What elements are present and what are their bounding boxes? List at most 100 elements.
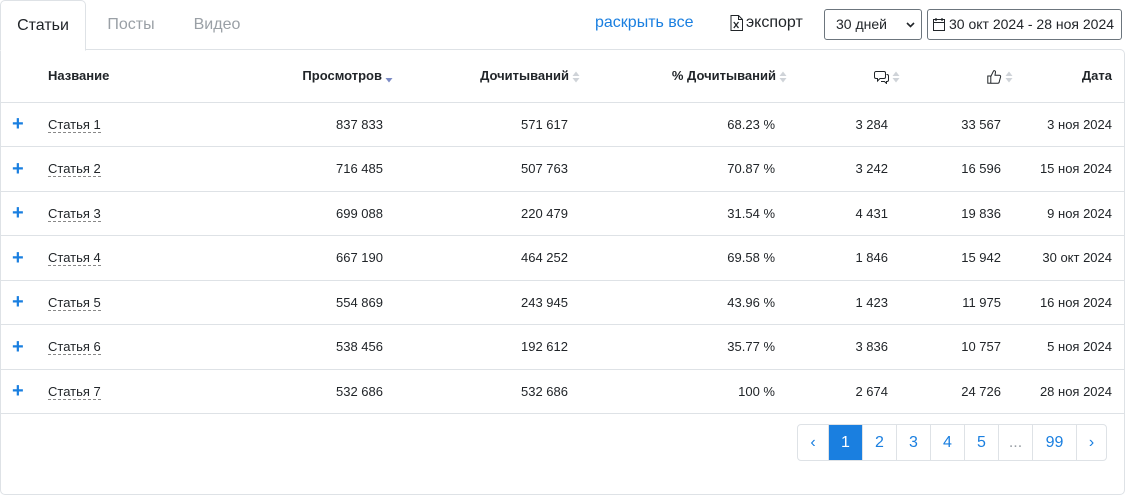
column-header-date[interactable]: Дата <box>1013 50 1124 103</box>
cell-comments: 1 846 <box>787 235 900 281</box>
expand-all-link[interactable]: раскрыть все <box>595 14 694 31</box>
sort-icon <box>892 71 900 83</box>
export-button[interactable]: экспорт <box>730 14 803 32</box>
cell-likes: 16 596 <box>900 146 1013 192</box>
column-header-reads[interactable]: Дочитываний <box>393 50 580 103</box>
column-header-views[interactable]: Просмотров <box>208 50 393 103</box>
article-title-link[interactable]: Статья 6 <box>48 339 101 356</box>
cell-likes: 33 567 <box>900 102 1013 147</box>
cell-likes: 19 836 <box>900 191 1013 236</box>
cell-read-pct: 35.77 % <box>580 324 787 370</box>
cell-date: 30 окт 2024 <box>1013 235 1124 281</box>
cell-reads: 192 612 <box>393 324 580 370</box>
cell-reads: 571 617 <box>393 102 580 147</box>
pagination-page[interactable]: 99 <box>1032 425 1076 460</box>
table-header-row: Название Просмотров Дочитываний % Дочиты… <box>1 50 1124 103</box>
articles-panel: Название Просмотров Дочитываний % Дочиты… <box>0 49 1125 495</box>
cell-likes: 11 975 <box>900 280 1013 325</box>
pagination: ‹ 1 2 3 4 5 ... 99 › <box>797 424 1107 461</box>
cell-date: 28 ноя 2024 <box>1013 369 1124 414</box>
expand-row-icon[interactable]: + <box>12 335 24 358</box>
pagination-ellipsis: ... <box>998 425 1032 460</box>
expand-row-icon[interactable]: + <box>12 380 24 403</box>
pagination-page[interactable]: 5 <box>964 425 998 460</box>
comments-icon <box>874 70 889 84</box>
cell-comments: 4 431 <box>787 191 900 236</box>
cell-reads: 220 479 <box>393 191 580 236</box>
chevron-down-icon <box>906 22 915 28</box>
cell-read-pct: 43.96 % <box>580 280 787 325</box>
pagination-page[interactable]: 2 <box>862 425 896 460</box>
thumbs-up-icon <box>987 69 1002 84</box>
table-body: + Статья 1 837 833 571 617 68.23 % 3 284 33 56… <box>1 102 1124 414</box>
cell-comments: 1 423 <box>787 280 900 325</box>
expand-row-icon[interactable]: + <box>12 291 24 314</box>
cell-reads: 464 252 <box>393 235 580 281</box>
pagination-prev[interactable]: ‹ <box>810 434 816 451</box>
cell-views: 716 485 <box>208 146 393 192</box>
table-row: + Статья 4 667 190 464 252 69.58 % 1 846 15 94… <box>1 235 1124 281</box>
tab-posts[interactable]: Посты <box>107 16 155 33</box>
articles-table: Название Просмотров Дочитываний % Дочиты… <box>1 50 1124 414</box>
expand-row-icon[interactable]: + <box>12 246 24 269</box>
cell-read-pct: 69.58 % <box>580 235 787 281</box>
tab-video[interactable]: Видео <box>193 16 241 33</box>
cell-views: 667 190 <box>208 235 393 281</box>
cell-read-pct: 68.23 % <box>580 102 787 147</box>
expand-column-header <box>1 50 48 103</box>
cell-views: 837 833 <box>208 102 393 147</box>
cell-reads: 507 763 <box>393 146 580 192</box>
column-header-read-pct[interactable]: % Дочитываний <box>580 50 787 103</box>
sort-icon <box>572 71 580 83</box>
article-title-link[interactable]: Статья 5 <box>48 294 101 311</box>
table-row: + Статья 3 699 088 220 479 31.54 % 4 431 19 83… <box>1 191 1124 236</box>
article-title-link[interactable]: Статья 2 <box>48 161 101 178</box>
cell-read-pct: 31.54 % <box>580 191 787 236</box>
cell-date: 3 ноя 2024 <box>1013 102 1124 147</box>
cell-date: 16 ноя 2024 <box>1013 280 1124 325</box>
cell-comments: 3 836 <box>787 324 900 370</box>
pagination-page[interactable]: 1 <box>828 425 862 460</box>
column-header-name[interactable]: Название <box>48 50 208 103</box>
cell-likes: 10 757 <box>900 324 1013 370</box>
column-header-likes[interactable] <box>900 50 1013 103</box>
cell-likes: 24 726 <box>900 369 1013 414</box>
cell-date: 15 ноя 2024 <box>1013 146 1124 192</box>
table-row: + Статья 6 538 456 192 612 35.77 % 3 836 10 75… <box>1 324 1124 370</box>
period-select[interactable]: 30 дней <box>824 9 922 40</box>
cell-views: 699 088 <box>208 191 393 236</box>
cell-read-pct: 70.87 % <box>580 146 787 192</box>
article-title-link[interactable]: Статья 1 <box>48 116 101 133</box>
article-title-link[interactable]: Статья 3 <box>48 205 101 222</box>
excel-file-icon <box>730 15 743 31</box>
article-title-link[interactable]: Статья 7 <box>48 383 101 400</box>
cell-comments: 2 674 <box>787 369 900 414</box>
export-label: экспорт <box>746 14 803 31</box>
expand-row-icon[interactable]: + <box>12 202 24 225</box>
cell-read-pct: 100 % <box>580 369 787 414</box>
cell-date: 9 ноя 2024 <box>1013 191 1124 236</box>
sort-icon <box>779 71 787 83</box>
table-row: + Статья 5 554 869 243 945 43.96 % 1 423 11 97… <box>1 280 1124 325</box>
pagination-next[interactable]: › <box>1076 425 1106 460</box>
sort-icon <box>1005 71 1013 83</box>
cell-views: 532 686 <box>208 369 393 414</box>
period-select-value: 30 дней <box>836 16 887 32</box>
tab-articles[interactable]: Статьи <box>0 0 86 51</box>
pagination-page[interactable]: 3 <box>896 425 930 460</box>
expand-row-icon[interactable]: + <box>12 157 24 180</box>
cell-views: 554 869 <box>208 280 393 325</box>
cell-date: 5 ноя 2024 <box>1013 324 1124 370</box>
column-header-comments[interactable] <box>787 50 900 103</box>
table-row: + Статья 1 837 833 571 617 68.23 % 3 284 33 56… <box>1 102 1124 147</box>
cell-likes: 15 942 <box>900 235 1013 281</box>
cell-comments: 3 242 <box>787 146 900 192</box>
table-row: + Статья 2 716 485 507 763 70.87 % 3 242 16 59… <box>1 146 1124 192</box>
expand-row-icon[interactable]: + <box>12 113 24 136</box>
content-type-tabs: Статьи Посты Видео <box>0 0 1125 51</box>
cell-reads: 532 686 <box>393 369 580 414</box>
table-row: + Статья 7 532 686 532 686 100 % 2 674 24 726 2… <box>1 369 1124 414</box>
date-range-picker[interactable]: 30 окт 2024 - 28 ноя 2024 <box>927 9 1122 40</box>
article-title-link[interactable]: Статья 4 <box>48 250 101 267</box>
pagination-page[interactable]: 4 <box>930 425 964 460</box>
